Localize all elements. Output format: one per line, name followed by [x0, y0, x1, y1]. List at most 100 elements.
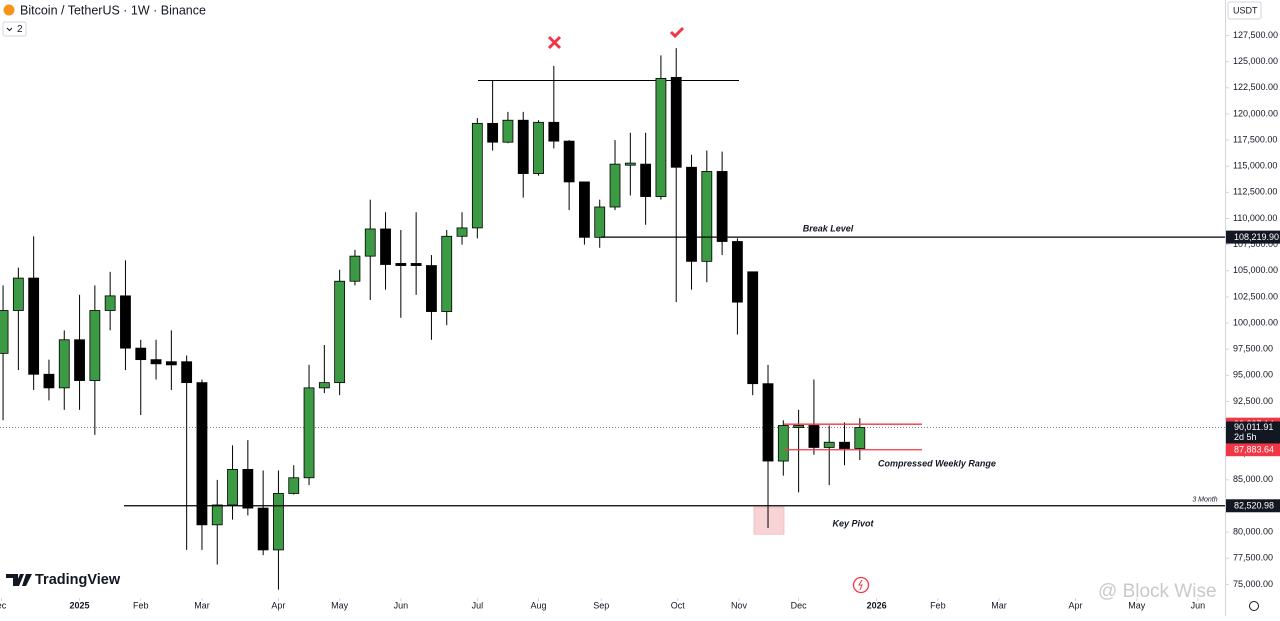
- y-tick-label: 77,500.00: [1233, 553, 1273, 563]
- chevron: [6, 27, 13, 32]
- candle-body: [441, 235, 453, 312]
- candle-body: [655, 78, 667, 197]
- level-name: Key Pivot: [832, 518, 874, 528]
- indicator-count: 2: [17, 24, 23, 35]
- y-tick-label: 120,000.00: [1233, 108, 1278, 118]
- x-tick-label: Mar: [194, 600, 210, 610]
- x-tick-label: Aug: [531, 600, 547, 610]
- x-tick-label: Oct: [671, 600, 686, 610]
- candle-body: [548, 121, 560, 142]
- brand-logo: [6, 574, 32, 586]
- x-tick-label: Mar: [991, 600, 1007, 610]
- currency-button[interactable]: [1227, 1, 1262, 20]
- candle-body: [89, 310, 101, 381]
- candle-body: [502, 119, 514, 143]
- candle-body: [762, 383, 774, 462]
- candle-body: [349, 255, 361, 282]
- y-tick-label: 107,500.00: [1233, 239, 1278, 249]
- level-note: 3 Month: [1192, 497, 1217, 504]
- settings-icon[interactable]: [1249, 601, 1259, 611]
- x-tick-label: Jul: [472, 600, 484, 610]
- candle-body: [517, 119, 529, 174]
- candle-body: [823, 441, 835, 448]
- x-tick-label: ec: [0, 600, 7, 610]
- candle-body: [701, 171, 713, 262]
- x-tick-label: 2026: [867, 600, 887, 610]
- candle-body: [533, 121, 544, 174]
- candle-body: [456, 227, 468, 237]
- candle-body: [150, 359, 162, 365]
- x-tick-label: Feb: [133, 600, 149, 610]
- last-price-label: 90,011.91: [1234, 422, 1273, 432]
- candle-body: [640, 163, 652, 197]
- symbol-title[interactable]: Bitcoin / TetherUS · 1W · Binance: [20, 3, 206, 17]
- candle-body: [732, 241, 743, 303]
- x-tick-label: Jun: [394, 600, 409, 610]
- candle-body: [854, 427, 866, 449]
- x-tick-label: Dec: [791, 600, 808, 610]
- x-tick-label: May: [331, 600, 349, 610]
- lightning: [858, 579, 863, 591]
- cross-mark: [547, 35, 562, 50]
- candle-body: [609, 163, 621, 208]
- candle-body: [793, 425, 805, 428]
- brand: TradingView: [35, 572, 121, 588]
- lightning-icon[interactable]: [852, 576, 870, 594]
- level-name: Break Level: [803, 223, 854, 233]
- candle-body: [120, 295, 131, 349]
- candle-body: [104, 295, 116, 311]
- indicator-toggle[interactable]: [2, 21, 27, 37]
- x-tick-label: Jun: [1191, 600, 1206, 610]
- y-tick-label: 102,500.00: [1233, 291, 1278, 301]
- range-label: Compressed Weekly Range: [878, 458, 996, 468]
- y-tick-label: 110,000.00: [1233, 213, 1277, 223]
- y-tick-label: 112,500.00: [1233, 187, 1277, 197]
- candle-body: [181, 361, 193, 384]
- currency: USDT: [1233, 5, 1258, 15]
- y-tick-label: 95,000.00: [1233, 370, 1273, 380]
- candle-body: [227, 469, 238, 506]
- candle-body: [211, 504, 223, 526]
- level-price-box: [1226, 443, 1280, 457]
- candle-body: [380, 228, 391, 265]
- candle-body: [0, 310, 9, 354]
- y-tick-label: 125,000.00: [1233, 56, 1278, 66]
- candle-body: [288, 477, 300, 494]
- candle-body: [242, 469, 254, 509]
- x-tick-label: 2025: [70, 600, 90, 610]
- candle-body: [563, 140, 575, 183]
- price-axis: [1225, 0, 1280, 616]
- candle-body: [686, 166, 697, 262]
- candle-body: [165, 361, 177, 366]
- candle-body: [334, 280, 346, 384]
- candle-body: [777, 425, 789, 462]
- candle-body: [303, 387, 315, 479]
- candle-body: [318, 382, 330, 389]
- candle-body: [670, 76, 682, 168]
- candle-body: [594, 206, 606, 238]
- x-tick-label: Apr: [1069, 600, 1083, 610]
- candle-body: [273, 493, 284, 551]
- level-price: 87,883.64: [1234, 445, 1274, 455]
- y-tick-label: 105,000.00: [1233, 265, 1278, 275]
- candle-body: [28, 277, 40, 375]
- level-price-box: [1226, 499, 1280, 513]
- candle-body: [579, 181, 590, 238]
- level-price: 108,219.90: [1234, 232, 1279, 242]
- y-tick-label: 75,000.00: [1233, 579, 1273, 589]
- y-tick-label: 92,500.00: [1233, 396, 1273, 406]
- candle-body: [196, 382, 208, 526]
- candle-body: [135, 347, 147, 361]
- last-price-box: [1226, 421, 1280, 444]
- level-price: 82,520.98: [1234, 501, 1274, 511]
- candle-body: [471, 122, 483, 229]
- y-tick-label: 100,000.00: [1233, 317, 1278, 327]
- candle-body: [12, 277, 24, 311]
- candle-body: [58, 339, 70, 389]
- pivot-box: [753, 506, 785, 535]
- candle-body: [395, 263, 407, 266]
- y-tick-label: 117,500.00: [1233, 134, 1277, 144]
- candle-body: [747, 271, 759, 385]
- candle-body: [257, 507, 269, 551]
